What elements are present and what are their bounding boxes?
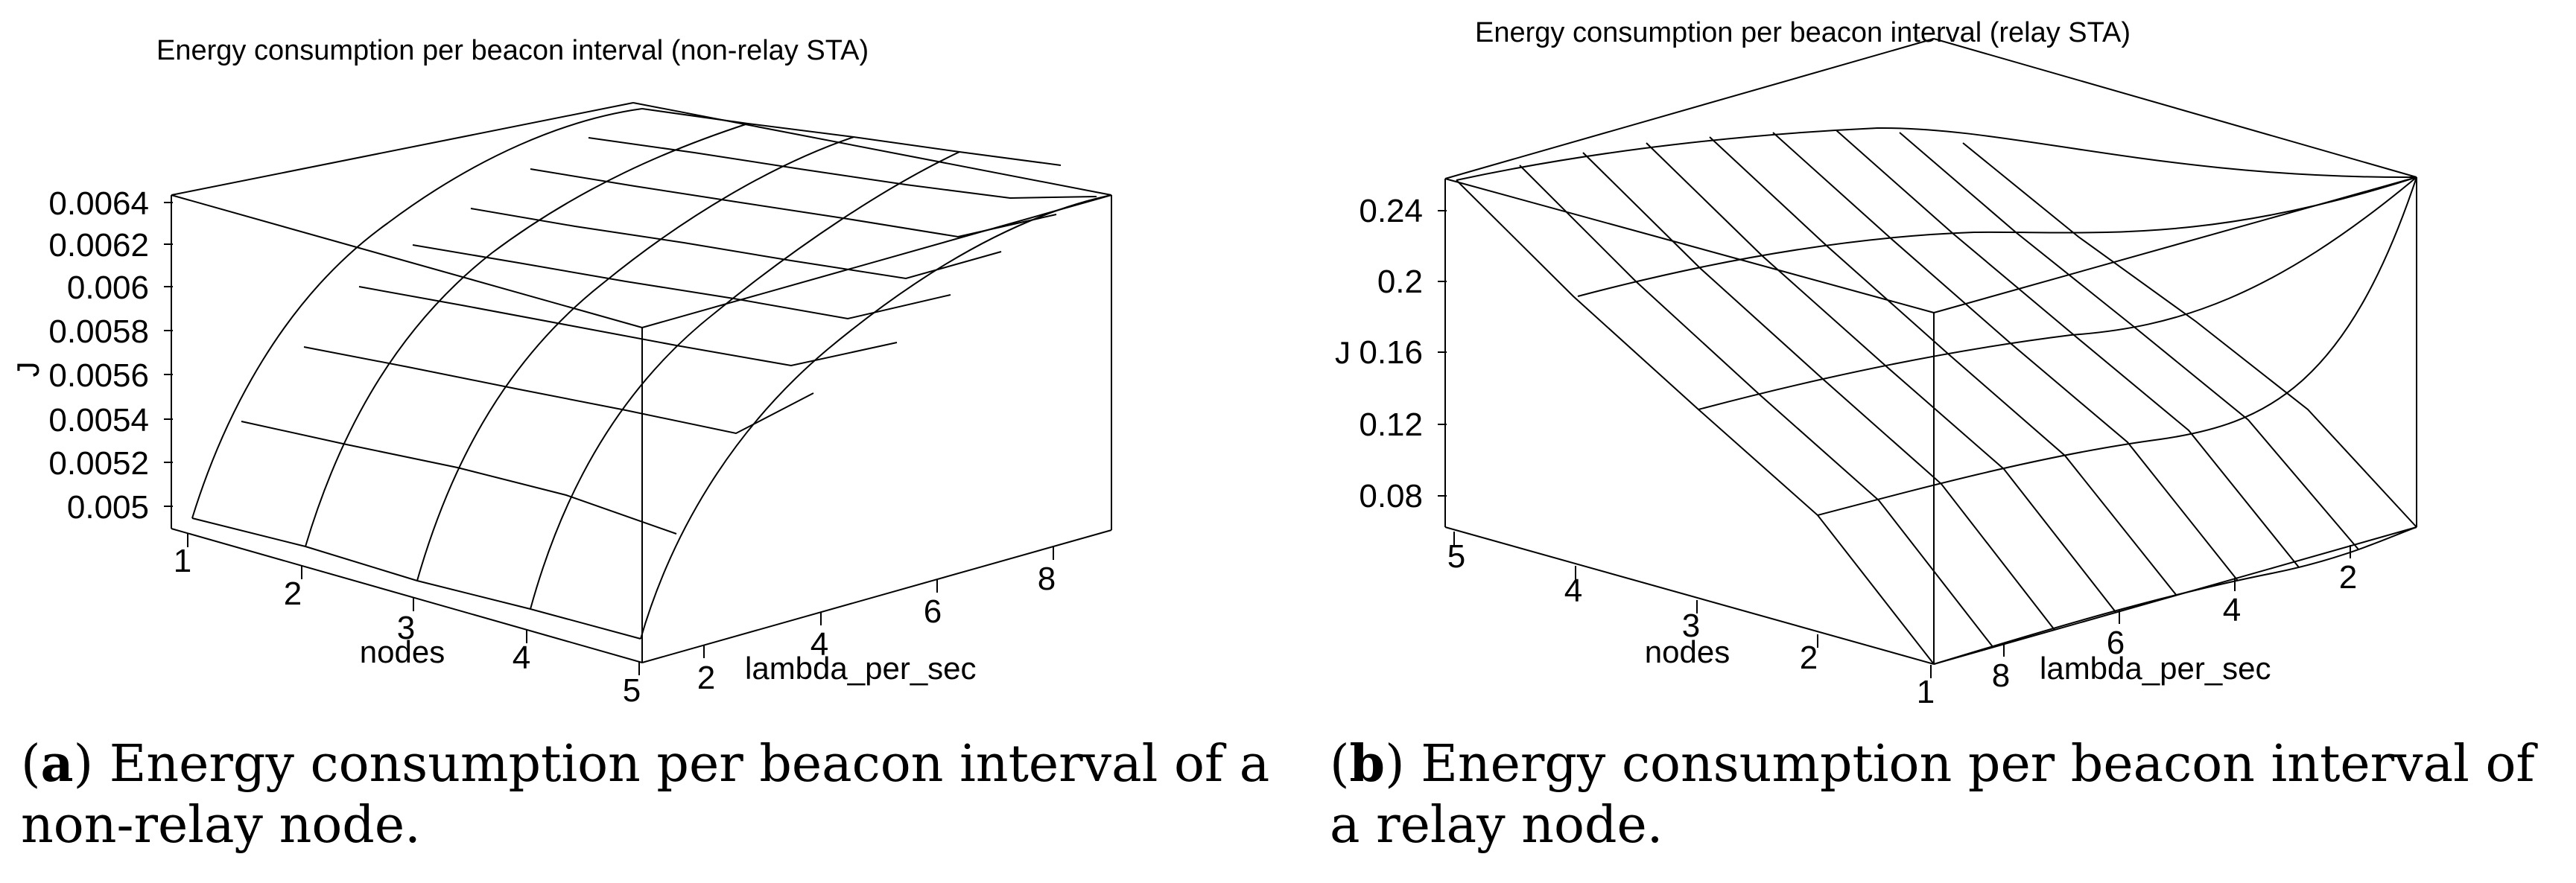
plot-b-y-tick-label: 2 bbox=[2339, 559, 2357, 596]
plot-b-y-tick-label: 4 bbox=[2223, 592, 2241, 628]
plot-b-x-tick-label: 4 bbox=[1564, 573, 1582, 609]
plot-a-y-tick-label: 6 bbox=[924, 593, 942, 630]
plot-b-x-axis-label: nodes bbox=[1645, 634, 1730, 669]
plot-b-z-tick-label: 0.24 bbox=[1359, 193, 1423, 229]
plot-a-x-ticks: 1 2 3 4 5 bbox=[174, 534, 641, 709]
plot-b-surface bbox=[1456, 127, 2417, 665]
plot-b-x-ticks: 5 4 3 2 1 bbox=[1447, 532, 1935, 710]
plot-a-y-tick-label: 2 bbox=[697, 660, 715, 696]
plot-b-y-tick-label: 8 bbox=[1992, 657, 2010, 694]
plot-a-y-axis-label: lambda_per_sec bbox=[745, 651, 977, 686]
plot-a-y-tick-label: 8 bbox=[1038, 561, 1056, 597]
plot-a-y-tick-label: 4 bbox=[810, 626, 828, 663]
plot-a-x-tick-label: 3 bbox=[397, 610, 415, 646]
plot-b-y-tick-label: 6 bbox=[2107, 625, 2125, 661]
plot-b-z-axis-label: J bbox=[1335, 335, 1351, 370]
plot-b-x-tick-label: 3 bbox=[1682, 608, 1700, 644]
plot-a-z-ticks: 0.0064 0.0062 0.006 0.0058 0.0056 0.0054… bbox=[48, 185, 173, 526]
plot-b-z-tick-label: 0.08 bbox=[1359, 478, 1423, 514]
plot-b-z-tick-label: 0.12 bbox=[1359, 407, 1423, 443]
plot-a-x-tick-label: 2 bbox=[284, 576, 302, 612]
plot-a-z-tick-label: 0.0058 bbox=[48, 313, 149, 350]
caption-a: (a) Energy consumption per beacon interv… bbox=[21, 734, 1270, 855]
plot-a-z-axis-label: J bbox=[10, 362, 45, 377]
plot-b-z-tick-label: 0.2 bbox=[1377, 264, 1423, 300]
plot-a-x-tick-label: 5 bbox=[623, 672, 641, 709]
plot-a-surface bbox=[191, 108, 1112, 640]
plot-a-z-tick-label: 0.0054 bbox=[48, 402, 149, 439]
plot-b-y-axis-label: lambda_per_sec bbox=[2040, 651, 2271, 686]
plot-a-title: Energy consumption per beacon interval (… bbox=[156, 35, 869, 66]
caption-a-text: ) Energy consumption per beacon interval… bbox=[21, 735, 1270, 855]
caption-b-text: ) Energy consumption per beacon interval… bbox=[1330, 735, 2535, 855]
plot-b-z-ticks: 0.24 0.2 0.16 0.12 0.08 bbox=[1359, 193, 1447, 514]
caption-b: (b) Energy consumption per beacon interv… bbox=[1330, 734, 2535, 855]
caption-a-tag: a bbox=[40, 734, 74, 794]
plot-b: Energy consumption per beacon interval (… bbox=[1335, 17, 2417, 710]
plot-a-z-tick-label: 0.0052 bbox=[48, 445, 149, 482]
plot-a: Energy consumption per beacon interval (… bbox=[10, 35, 1112, 709]
plot-a-z-tick-label: 0.0056 bbox=[48, 357, 149, 394]
plot-a-x-tick-label: 1 bbox=[174, 543, 191, 579]
plot-b-title: Energy consumption per beacon interval (… bbox=[1475, 17, 2131, 48]
caption-b-tag: b bbox=[1349, 734, 1386, 794]
plot-b-x-tick-label: 2 bbox=[1800, 640, 1818, 676]
plot-a-x-axis-label: nodes bbox=[360, 634, 445, 669]
plot-a-y-ticks: 2 4 6 8 bbox=[697, 546, 1056, 696]
plot-a-z-tick-label: 0.005 bbox=[67, 489, 149, 526]
plot-b-x-tick-label: 5 bbox=[1447, 538, 1465, 575]
plot-b-box bbox=[1444, 38, 2417, 665]
plot-a-z-tick-label: 0.0062 bbox=[48, 227, 149, 264]
plot-b-y-ticks: 8 6 4 2 bbox=[1992, 545, 2357, 694]
plot-a-x-tick-label: 4 bbox=[513, 640, 530, 676]
plot-a-z-tick-label: 0.006 bbox=[67, 270, 149, 306]
plot-b-z-tick-label: 0.16 bbox=[1359, 334, 1423, 371]
plot-b-x-tick-label: 1 bbox=[1917, 674, 1935, 710]
plot-a-z-tick-label: 0.0064 bbox=[48, 185, 149, 222]
